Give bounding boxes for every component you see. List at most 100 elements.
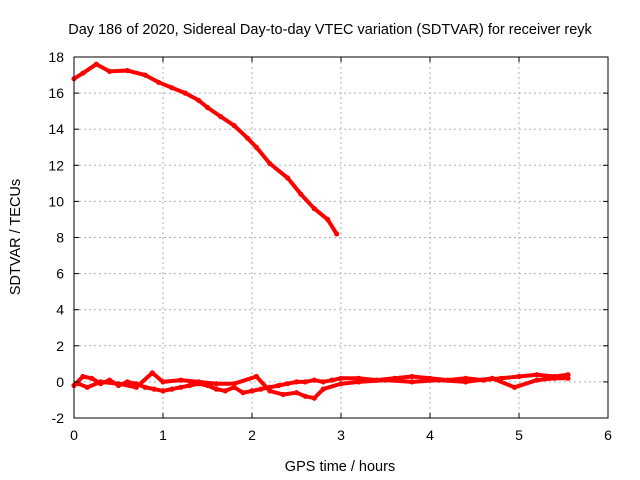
grid [74,57,608,418]
data-point [489,375,495,381]
data-point [253,373,259,380]
data-point [382,377,389,383]
data-point [75,381,82,387]
y-axis-ticks: -2 0 2 4 6 8 10 12 14 16 18 [48,49,608,426]
x-tick-label: 1 [159,427,167,443]
data-point [302,379,308,385]
data-point [356,379,362,385]
data-point [334,231,340,237]
data-point [160,388,166,394]
y-tick-label: 4 [56,302,64,318]
x-tick-label: 6 [604,427,612,443]
data-point [231,123,237,129]
data-point [552,375,558,381]
data-point [276,382,282,389]
data-point [298,191,304,197]
data-point [267,160,273,167]
data-point [356,375,362,381]
data-point [231,384,237,390]
y-tick-label: 6 [56,266,64,282]
data-point [231,381,237,387]
data-point [516,373,522,380]
series-line [72,62,339,236]
y-tick-label: 16 [48,85,64,101]
x-tick-label: 4 [426,427,434,443]
data-point [151,386,157,392]
data-point [218,114,224,120]
data-point [169,85,175,91]
data-point [329,377,335,383]
x-tick-label: 0 [70,427,78,443]
y-tick-label: 12 [48,157,64,173]
y-tick-label: 18 [48,49,64,65]
data-point [511,384,518,390]
data-point [149,370,155,376]
data-point [142,72,148,78]
data-point [311,395,317,401]
x-axis-ticks: 0 1 2 3 4 5 6 [70,57,612,443]
y-tick-label: 0 [56,374,64,390]
data-point [311,377,317,383]
data-point [182,90,188,96]
y-tick-label: 10 [48,193,64,209]
data-point [302,393,308,399]
chart-title: Day 186 of 2020, Sidereal Day-to-day VTE… [68,22,592,38]
data-point [253,144,259,150]
data-point [213,381,219,387]
data-point [338,381,344,387]
data-point [320,379,326,385]
data-point [196,379,202,385]
data-point [311,206,317,212]
data-point [565,372,571,378]
y-tick-label: 8 [56,230,64,246]
data-point [320,386,326,392]
x-tick-label: 3 [337,427,345,443]
data-point [222,388,228,394]
y-tick-label: -2 [52,410,65,426]
data-point [142,384,148,390]
data-point [240,390,246,396]
data-point [534,372,540,378]
y-tick-label: 14 [48,121,64,137]
data-point [249,388,255,394]
data-point [463,375,469,381]
data-series [71,61,571,401]
data-point [80,70,86,76]
x-tick-label: 2 [248,427,256,443]
data-point [133,384,139,390]
data-point [565,375,571,381]
data-point [293,390,300,396]
data-point [463,379,469,385]
y-axis-label: SDTVAR / TECUs [8,179,24,295]
data-point [115,381,122,387]
data-point [213,386,219,392]
data-point [436,377,442,383]
series-line [76,370,570,401]
data-point [293,379,300,385]
data-point [196,97,202,103]
data-point [93,61,99,67]
x-axis-label: GPS time / hours [285,459,395,475]
series-low-trace-b [75,370,571,401]
data-point [280,391,286,398]
y-tick-label: 2 [56,338,64,354]
data-point [534,377,540,383]
x-tick-label: 5 [515,427,523,443]
data-point [98,379,104,385]
data-point [187,382,193,389]
data-point [169,386,175,392]
data-point [204,104,211,111]
series-high-trace [71,61,340,237]
data-point [267,388,273,394]
data-point [409,373,415,380]
data-point [156,79,162,85]
data-point [178,384,184,390]
data-point [245,135,251,141]
data-point [258,386,264,392]
data-point [89,375,95,381]
data-point [84,384,90,390]
data-point [124,67,130,74]
data-point [160,379,166,385]
data-point [325,216,331,222]
